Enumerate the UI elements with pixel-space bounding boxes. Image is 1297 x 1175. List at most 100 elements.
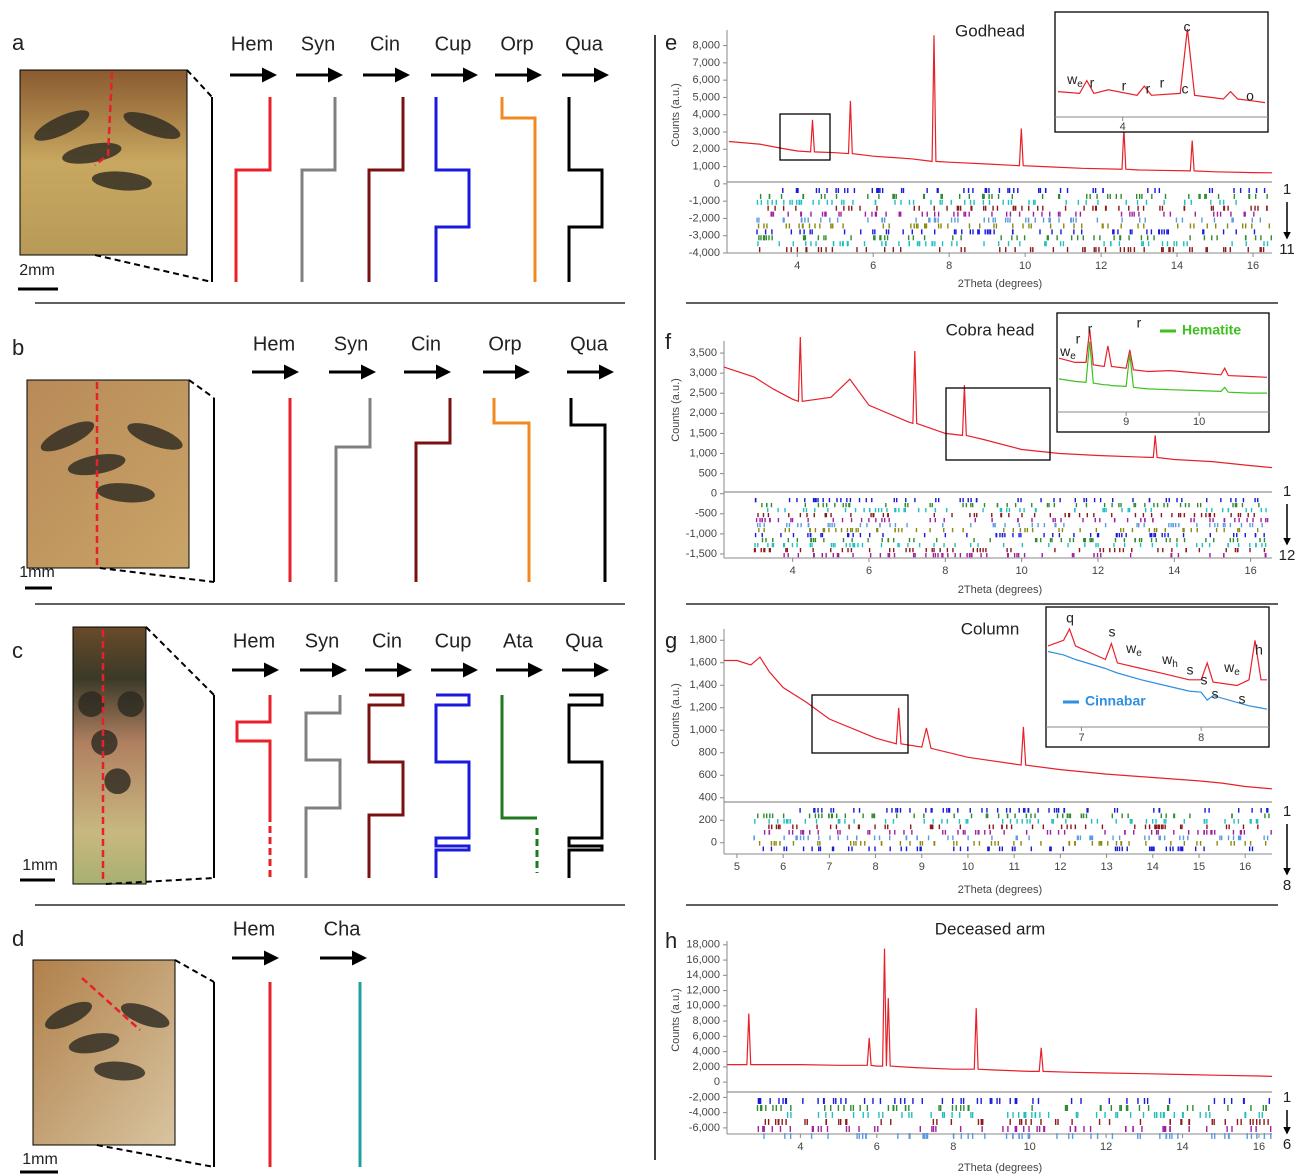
panel-label: h bbox=[665, 928, 677, 953]
peak-label: s bbox=[1201, 672, 1208, 688]
paint-stroke bbox=[123, 112, 181, 139]
phase-label: Qua bbox=[570, 333, 609, 355]
depth-profile bbox=[500, 97, 537, 282]
pattern-line bbox=[1057, 28, 1266, 104]
peak-label-sub: e bbox=[1136, 648, 1142, 659]
zoom-box bbox=[811, 694, 909, 754]
peak-label: o bbox=[1246, 88, 1254, 104]
phase-label: Hem bbox=[253, 333, 295, 355]
peak-label: h bbox=[1255, 642, 1263, 658]
micrograph bbox=[26, 379, 190, 569]
connector bbox=[105, 877, 215, 885]
phase-label: Qua bbox=[565, 630, 604, 652]
row-label: 12 bbox=[1279, 547, 1296, 564]
connector bbox=[188, 379, 215, 399]
y-tick-label: 1,500 bbox=[689, 427, 717, 439]
paint-stroke bbox=[127, 423, 183, 450]
phase-label: Cha bbox=[324, 918, 362, 940]
y-tick-label: 3,000 bbox=[692, 126, 720, 138]
pattern-line bbox=[1047, 650, 1268, 710]
row-label: 1 bbox=[1283, 181, 1291, 198]
peak-label-base: w bbox=[1059, 343, 1071, 359]
depth-profile bbox=[434, 97, 471, 282]
x-axis-label: 2Theta (degrees) bbox=[958, 584, 1042, 596]
depth-profile bbox=[334, 398, 372, 582]
pattern-line bbox=[728, 35, 1273, 174]
y-tick-label: 2,500 bbox=[689, 387, 717, 399]
peak-label: s bbox=[1187, 662, 1194, 678]
scale-bar-label: 1mm bbox=[22, 857, 58, 874]
x-axis-label: 2Theta (degrees) bbox=[958, 278, 1042, 290]
chart-title: Godhead bbox=[955, 21, 1025, 40]
peak-label: r bbox=[1076, 331, 1081, 347]
peak-label-base: w bbox=[1125, 640, 1137, 656]
inset-frame bbox=[1054, 11, 1269, 133]
peak-label-sub: e bbox=[1077, 79, 1083, 90]
peak-label: r bbox=[1088, 321, 1093, 337]
x-tick-label: 6 bbox=[866, 565, 872, 577]
peak-label: r bbox=[1146, 81, 1151, 97]
x-tick-label: 11 bbox=[1008, 861, 1019, 873]
inset-x-tick-label: 9 bbox=[1123, 416, 1129, 428]
x-tick-label: 10 bbox=[962, 861, 974, 873]
x-tick-label: 14 bbox=[1171, 260, 1183, 272]
phase-label: Ata bbox=[503, 630, 534, 652]
peak-label-sub: h bbox=[1172, 659, 1178, 670]
y-tick-label: 6,000 bbox=[692, 74, 720, 86]
y-tick-label: 3,500 bbox=[689, 347, 717, 359]
phase-label: Syn bbox=[301, 33, 335, 55]
x-tick-label: 8 bbox=[946, 260, 952, 272]
chart-title: Deceased arm bbox=[935, 919, 1046, 938]
connector bbox=[96, 1144, 215, 1168]
y-axis-label: Counts (a.u.) bbox=[670, 378, 682, 442]
row-label: 1 bbox=[1283, 803, 1291, 820]
y-axis-label: Counts (a.u.) bbox=[670, 83, 682, 147]
y-axis-label: Counts (a.u.) bbox=[670, 683, 682, 747]
phase-label: Cin bbox=[372, 630, 402, 652]
peak-label: we bbox=[1223, 659, 1240, 678]
paint-stroke bbox=[117, 691, 144, 717]
peak-label: r bbox=[1160, 75, 1165, 91]
peak-label: we bbox=[1125, 640, 1142, 659]
row-label: 1 bbox=[1283, 483, 1291, 500]
y-tick-label: 14,000 bbox=[686, 969, 720, 981]
paint-stroke bbox=[45, 1001, 92, 1030]
scale-bar-label: 1mm bbox=[22, 1151, 58, 1168]
x-tick-label: 4 bbox=[794, 260, 800, 272]
x-tick-label: 12 bbox=[1095, 260, 1107, 272]
x-tick-label: 8 bbox=[950, 1141, 956, 1153]
y-tick-label: -4,000 bbox=[689, 1107, 720, 1119]
y-tick-label: 0 bbox=[711, 837, 717, 849]
x-tick-label: 14 bbox=[1168, 565, 1180, 577]
y-tick-label: 800 bbox=[699, 747, 717, 759]
y-tick-label: 2,000 bbox=[692, 143, 720, 155]
peak-label: c bbox=[1184, 19, 1191, 35]
phase-label: Hem bbox=[233, 630, 275, 652]
depth-profile bbox=[304, 695, 342, 878]
peak-label-sub: e bbox=[1234, 667, 1240, 678]
y-tick-label: 0 bbox=[714, 1076, 720, 1088]
y-tick-label: 16,000 bbox=[686, 954, 720, 966]
y-tick-label: 2,000 bbox=[692, 1061, 720, 1073]
x-tick-label: 7 bbox=[826, 861, 832, 873]
phase-label: Cup bbox=[435, 33, 472, 55]
x-tick-label: 12 bbox=[1100, 1141, 1112, 1153]
micrograph bbox=[19, 69, 188, 256]
panel-label: d bbox=[12, 926, 24, 951]
x-tick-label: 15 bbox=[1193, 861, 1205, 873]
x-tick-label: 10 bbox=[1016, 565, 1028, 577]
section-line bbox=[81, 977, 141, 1031]
peak-label: c bbox=[1182, 81, 1189, 97]
depth-profile bbox=[500, 695, 537, 820]
phase-label: Hem bbox=[233, 918, 275, 940]
connector bbox=[174, 959, 215, 983]
paint-stroke bbox=[68, 1033, 120, 1054]
depth-profile bbox=[569, 398, 607, 582]
phase-label: Orp bbox=[488, 333, 521, 355]
x-tick-label: 9 bbox=[919, 861, 925, 873]
inset-x-tick-label: 8 bbox=[1198, 732, 1204, 744]
depth-profile bbox=[567, 693, 604, 878]
paint-stroke bbox=[94, 1061, 146, 1081]
y-tick-label: -1,500 bbox=[686, 548, 717, 560]
